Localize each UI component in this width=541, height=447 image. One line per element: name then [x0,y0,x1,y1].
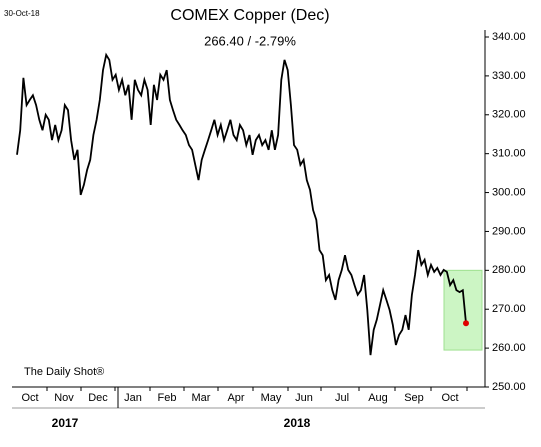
x-tick-label: Feb [158,392,177,404]
y-tick-label: 330.00 [492,70,526,82]
chart-title: COMEX Copper (Dec) [170,7,329,24]
y-tick-label: 290.00 [492,225,526,237]
y-tick-label: 260.00 [492,342,526,354]
x-tick-label: Dec [88,392,108,404]
year-label: 2017 [52,416,79,430]
y-tick-label: 300.00 [492,186,526,198]
price-line [16,52,467,356]
y-tick-label: 270.00 [492,303,526,315]
end-marker [463,320,469,327]
y-tick-label: 280.00 [492,264,526,276]
year-label: 2018 [284,416,311,430]
x-tick-label: Jun [295,392,313,404]
x-tick-label: Sep [404,392,424,404]
x-tick-label: Oct [21,392,38,404]
x-tick-label: Nov [54,392,74,404]
chart-subtitle: 266.40 / -2.79% [204,33,296,48]
date: 30-Oct-18 [4,9,40,18]
x-tick-label: Apr [227,392,244,404]
x-tick-label: Jul [335,392,349,404]
source: The Daily Shot® [24,366,104,378]
x-tick-label: Mar [192,392,211,404]
x-tick-label: Jan [124,392,142,404]
y-tick-label: 310.00 [492,148,526,160]
y-tick-label: 340.00 [492,31,526,43]
x-tick-label: May [261,392,282,404]
x-tick-label: Aug [368,392,388,404]
x-tick-label: Oct [441,392,458,404]
y-tick-label: 250.00 [492,381,526,393]
y-tick-label: 320.00 [492,109,526,121]
